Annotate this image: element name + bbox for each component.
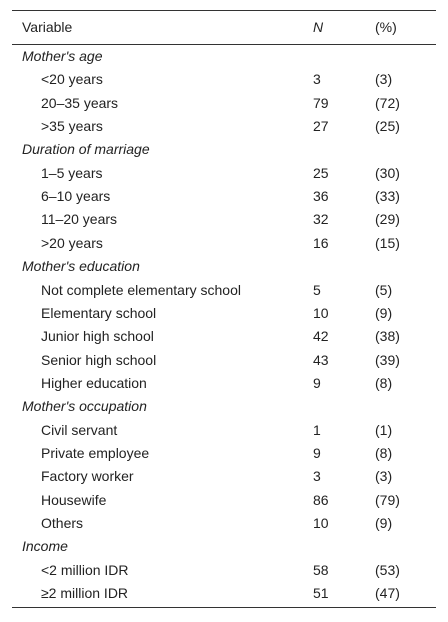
row-value: 86: [313, 491, 329, 508]
row-value: (15): [375, 234, 400, 251]
row-value: (39): [375, 351, 400, 368]
row-label: Junior high school: [41, 328, 154, 345]
row-value: 3: [313, 71, 321, 88]
row-value: (8): [375, 374, 393, 391]
row-value: (1): [375, 421, 393, 438]
row-value: 9: [313, 374, 321, 391]
header-cell: Variable: [22, 19, 73, 35]
row-value: 27: [313, 118, 329, 135]
row-value: (38): [375, 328, 400, 345]
row-value: 36: [313, 188, 329, 205]
group-title: Mother's education: [22, 258, 140, 275]
row-label: 6–10 years: [41, 188, 111, 205]
row-value: (8): [375, 444, 393, 461]
row-value: (5): [375, 281, 393, 298]
row-value: (33): [375, 188, 400, 205]
row-label: ≥2 million IDR: [41, 585, 129, 602]
row-value: (72): [375, 94, 400, 111]
row-value: 10: [313, 304, 329, 321]
top-rule: [12, 10, 436, 11]
row-value: 16: [313, 234, 329, 251]
row-value: 1: [313, 421, 321, 438]
row-value: 32: [313, 211, 329, 228]
row-value: (3): [375, 71, 393, 88]
row-value: 3: [313, 468, 321, 485]
row-label: 11–20 years: [41, 211, 118, 228]
row-label: Civil servant: [41, 421, 118, 438]
row-value: 79: [313, 94, 329, 111]
row-label: Senior high school: [41, 351, 157, 368]
row-label: Housewife: [41, 491, 107, 508]
row-value: 58: [313, 561, 329, 578]
header-rule: [12, 44, 436, 45]
row-value: 42: [313, 328, 329, 345]
row-value: (25): [375, 118, 400, 135]
row-label: >20 years: [41, 234, 103, 251]
row-value: (53): [375, 561, 400, 578]
row-value: (3): [375, 468, 393, 485]
group-title: Mother's occupation: [22, 398, 147, 415]
row-label: 1–5 years: [41, 164, 103, 181]
row-value: 5: [313, 281, 321, 298]
row-label: <20 years: [41, 71, 103, 88]
row-value: 51: [313, 585, 329, 602]
row-value: 10: [313, 515, 329, 531]
group-title: Income: [22, 538, 68, 555]
group-title: Mother's age: [22, 48, 103, 64]
row-value: 43: [313, 351, 329, 368]
row-value: (9): [375, 304, 393, 321]
row-label: Not complete elementary school: [41, 281, 241, 298]
group-title: Duration of marriage: [22, 141, 150, 158]
row-value: (79): [375, 491, 400, 508]
row-label: Others: [41, 515, 84, 531]
row-value: 25: [313, 164, 329, 181]
row-value: (29): [375, 211, 400, 228]
row-value: (9): [375, 515, 393, 531]
row-label: <2 million IDR: [41, 561, 129, 578]
row-value: (30): [375, 164, 400, 181]
row-label: Factory worker: [41, 468, 134, 485]
row-label: Elementary school: [41, 304, 157, 321]
row-label: Higher education: [41, 374, 147, 391]
row-label: Private employee: [41, 444, 150, 461]
row-value: (47): [375, 585, 400, 602]
row-label: 20–35 years: [41, 94, 119, 111]
header-cell: N: [313, 19, 324, 35]
header-cell: (%): [375, 19, 397, 35]
row-value: 9: [313, 444, 321, 461]
bottom-rule: [12, 607, 436, 608]
row-label: >35 years: [41, 118, 103, 135]
